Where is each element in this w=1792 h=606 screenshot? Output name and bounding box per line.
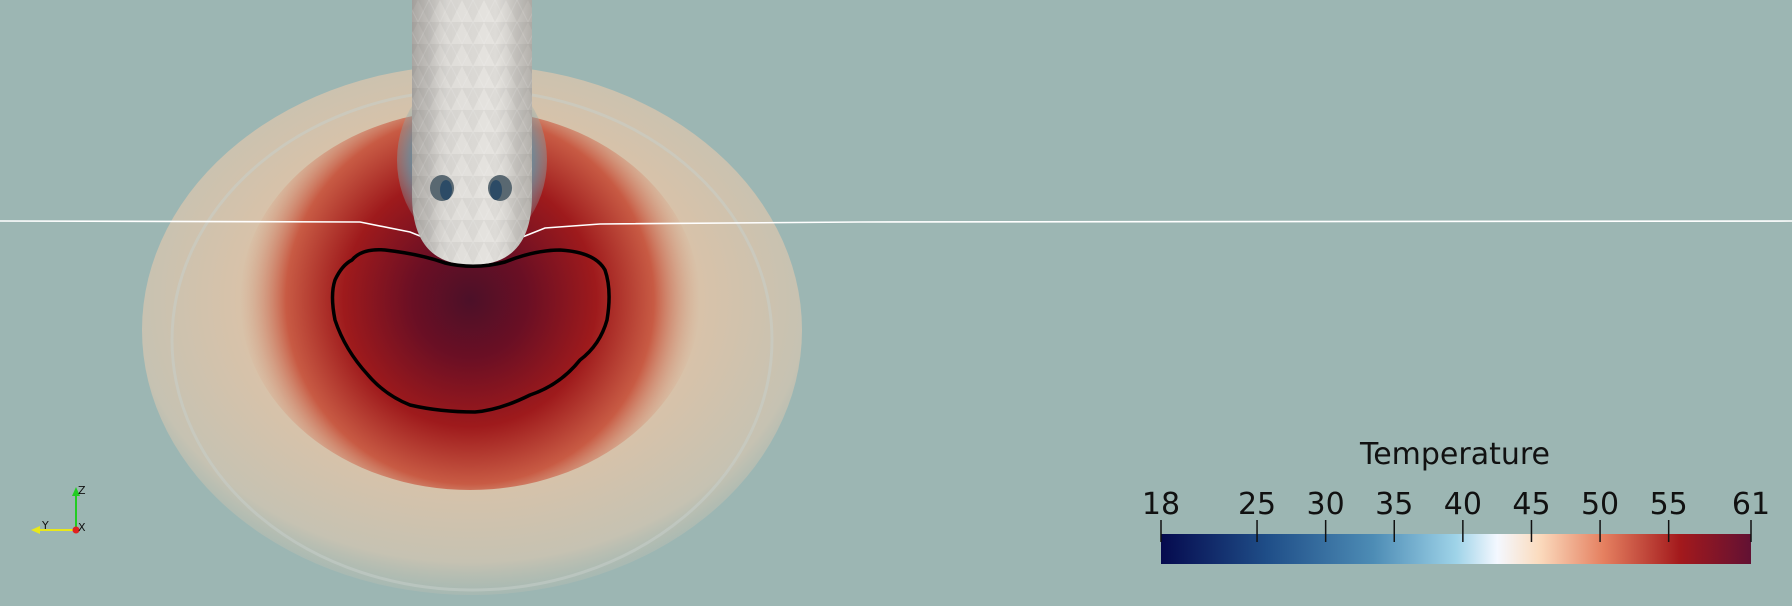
colorbar-tick-label: 30 — [1307, 487, 1345, 522]
colorbar-tick-label: 45 — [1512, 487, 1550, 522]
probe — [412, 0, 532, 265]
colorbar-tick-label: 55 — [1650, 487, 1688, 522]
colorbar-tick-label: 35 — [1375, 487, 1413, 522]
axis-z-label: Z — [78, 484, 86, 497]
colorbar-tick-label: 61 — [1732, 487, 1770, 522]
colorbar-tick-label: 50 — [1581, 487, 1619, 522]
ablation-contour — [330, 247, 611, 414]
colorbar-gradient — [1161, 534, 1751, 564]
colorbar: Temperature 18 25 30 35 40 45 50 55 61 — [1142, 437, 1770, 564]
temperature-field — [142, 65, 802, 595]
colorbar-tick-label: 25 — [1238, 487, 1276, 522]
colorbar-title: Temperature — [1359, 437, 1550, 472]
colorbar-tick-label: 40 — [1444, 487, 1482, 522]
orientation-axes: Z Y X — [31, 484, 86, 534]
colorbar-tick-label: 18 — [1142, 487, 1180, 522]
axis-x-label: X — [78, 521, 86, 534]
axis-y-label: Y — [41, 519, 49, 532]
